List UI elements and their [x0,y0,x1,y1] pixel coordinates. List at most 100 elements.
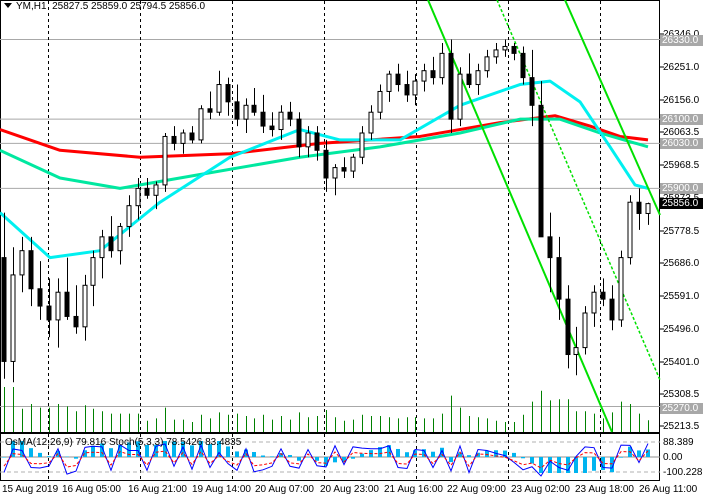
channel-line[interactable] [427,0,613,433]
candle [350,156,356,172]
candle [82,284,88,328]
oscillator-tick-label: 88.389 [663,437,694,448]
stoch-signal-line [3,450,649,469]
candle [108,236,114,252]
candle [359,132,365,158]
candle [234,101,240,120]
price-tick-label: 25496.0 [663,324,700,335]
period-separators [48,1,601,480]
y-axis-ticks [660,33,664,427]
candle [421,70,427,82]
price-level-badge: 26100.0 [660,114,703,125]
candle [645,203,651,214]
time-tick-label: 19 Aug 14:00 [192,484,251,495]
main-panel-frame [0,0,660,433]
candle [278,111,284,131]
channel-line[interactable] [564,0,661,216]
candle [538,104,544,238]
candle [502,45,508,51]
horizontal-levels[interactable] [0,39,660,407]
time-tick-label: 20 Aug 23:00 [320,484,379,495]
candle [475,70,481,86]
candle [484,56,490,72]
oscillator-tick-label: 0.00 [663,452,683,463]
candle [144,187,150,196]
candle [153,184,159,196]
candle [386,73,392,92]
candle [341,167,347,172]
price-tick-label: 25213.5 [663,421,700,432]
time-tick-label: 22 Aug 09:00 [447,484,506,495]
candle [55,291,61,321]
candle [368,111,374,134]
candle [28,250,34,290]
price-level-badge: 26030.0 [660,138,703,149]
candle [520,52,526,79]
candle [287,111,293,120]
ohlc-values: 25827.5 25859.0 25794.5 25856.0 [52,1,206,12]
candle [162,135,168,186]
candle [225,84,231,103]
candle [404,84,410,96]
price-tick-label: 26251.0 [663,62,700,73]
candle [99,236,105,259]
candle [395,73,401,86]
price-tick-label: 26346.0 [663,29,699,40]
price-tick-label: 25401.0 [663,357,700,368]
time-tick-label: 20 Aug 07:00 [255,484,314,495]
candle [90,257,96,286]
time-tick-label: 21 Aug 16:00 [384,484,443,495]
volume-histogram [4,387,649,432]
candle [314,132,320,151]
time-tick-label: 23 Aug 02:00 [511,484,570,495]
price-tick-label: 26156.0 [663,95,700,106]
candle [609,298,615,321]
symbol-label: YM,H1 [16,1,47,12]
candle [493,49,499,58]
chart-header: YM,H1 25827.5 25859.0 25794.5 25856.0 [4,1,205,12]
candle [46,305,52,321]
candle [19,250,25,276]
oscillator-tick-label: -100.228 [663,467,703,478]
time-tick-label: 16 Aug 05:00 [62,484,121,495]
channel-line[interactable] [496,0,661,381]
oscillator-plot [0,441,660,477]
price-level-badge: 25270.0 [660,403,703,414]
candle [618,257,624,321]
dropdown-arrow-icon[interactable] [4,3,12,8]
candle [117,225,123,252]
oscillator-header: OsMA(12,26,9) 79.816 Stoch(5,3,3) 78.542… [5,437,242,448]
time-tick-label: 26 Aug 11:00 [639,484,698,495]
current-price-badge: 25856.0 [660,198,703,209]
candle [126,205,132,227]
price-level-badge: 26330.0 [660,35,703,46]
price-tick-label: 25308.5 [663,389,700,400]
candle [529,77,535,106]
trend-channel[interactable] [427,0,661,433]
candle [1,257,7,362]
candle [636,201,642,214]
candle [332,167,338,179]
candle [296,118,302,148]
time-tick-label: 16 Aug 21:00 [128,484,187,495]
candle [269,125,275,131]
candle [573,347,579,356]
stoch-main-line [3,443,649,477]
candle [171,135,177,144]
candle [430,70,436,79]
candle [64,291,70,317]
candle [251,104,257,113]
price-tick-label: 25968.5 [663,160,700,171]
candle [582,312,588,349]
candle [260,111,266,127]
price-tick-label: 26063.5 [663,127,700,138]
candle [466,73,472,86]
price-tick-label: 25686.0 [663,258,700,269]
candle [377,90,383,113]
candle [216,84,222,113]
candle [511,45,517,54]
candle [37,288,43,307]
candle [243,104,249,120]
